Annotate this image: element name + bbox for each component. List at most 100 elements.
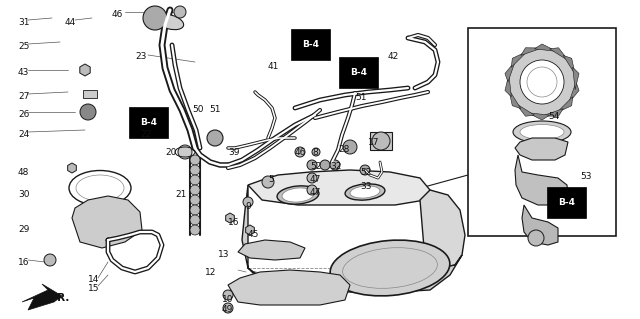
Bar bbox=[370, 132, 392, 150]
Text: 16: 16 bbox=[228, 218, 239, 227]
Text: 33: 33 bbox=[360, 182, 371, 191]
Circle shape bbox=[262, 176, 274, 188]
Polygon shape bbox=[72, 196, 142, 248]
Ellipse shape bbox=[330, 240, 450, 296]
Ellipse shape bbox=[277, 186, 319, 204]
Polygon shape bbox=[563, 56, 575, 74]
Polygon shape bbox=[534, 44, 557, 51]
Text: 5: 5 bbox=[268, 175, 274, 184]
Text: 46: 46 bbox=[295, 148, 307, 157]
Polygon shape bbox=[248, 170, 430, 205]
Circle shape bbox=[312, 148, 320, 156]
Circle shape bbox=[190, 225, 200, 235]
Polygon shape bbox=[515, 103, 534, 116]
Circle shape bbox=[330, 160, 340, 170]
Polygon shape bbox=[527, 113, 550, 120]
Circle shape bbox=[143, 6, 167, 30]
Polygon shape bbox=[550, 48, 568, 61]
Text: 29: 29 bbox=[18, 225, 29, 234]
Text: 26: 26 bbox=[18, 110, 29, 119]
Text: B-4: B-4 bbox=[350, 68, 367, 77]
Bar bbox=[83, 90, 97, 98]
Text: 51: 51 bbox=[209, 105, 221, 114]
Text: 15: 15 bbox=[88, 284, 99, 293]
Text: 32: 32 bbox=[330, 162, 341, 171]
Circle shape bbox=[372, 132, 390, 150]
Circle shape bbox=[307, 185, 317, 195]
Polygon shape bbox=[522, 205, 558, 245]
Circle shape bbox=[320, 160, 330, 170]
Circle shape bbox=[223, 303, 233, 313]
Circle shape bbox=[190, 175, 200, 185]
Polygon shape bbox=[228, 270, 350, 305]
Ellipse shape bbox=[156, 14, 184, 30]
Text: 50: 50 bbox=[192, 105, 204, 114]
Text: FR.: FR. bbox=[50, 293, 69, 303]
Text: 51: 51 bbox=[355, 93, 367, 102]
Polygon shape bbox=[80, 64, 90, 76]
Polygon shape bbox=[505, 61, 515, 82]
Circle shape bbox=[190, 155, 200, 165]
Ellipse shape bbox=[350, 186, 380, 198]
Text: 31: 31 bbox=[18, 18, 29, 27]
Circle shape bbox=[343, 140, 357, 154]
Text: 22: 22 bbox=[140, 130, 151, 139]
Polygon shape bbox=[509, 90, 521, 108]
Text: 41: 41 bbox=[268, 62, 280, 71]
Text: 13: 13 bbox=[218, 250, 230, 259]
Text: 47: 47 bbox=[310, 188, 321, 197]
Text: 46: 46 bbox=[112, 10, 124, 19]
Circle shape bbox=[190, 185, 200, 195]
Polygon shape bbox=[557, 97, 573, 113]
Text: 25: 25 bbox=[18, 42, 29, 51]
Polygon shape bbox=[521, 48, 542, 56]
Circle shape bbox=[190, 165, 200, 175]
Text: 17: 17 bbox=[368, 138, 380, 147]
Ellipse shape bbox=[282, 188, 314, 202]
Text: 53: 53 bbox=[580, 172, 591, 181]
Text: 14: 14 bbox=[88, 275, 99, 284]
Polygon shape bbox=[515, 155, 568, 205]
Circle shape bbox=[174, 6, 186, 18]
Circle shape bbox=[520, 60, 564, 104]
Circle shape bbox=[178, 145, 192, 159]
Circle shape bbox=[508, 48, 576, 116]
Polygon shape bbox=[505, 74, 511, 97]
Circle shape bbox=[527, 67, 557, 97]
Polygon shape bbox=[568, 82, 579, 103]
Polygon shape bbox=[511, 51, 527, 67]
Text: B-4: B-4 bbox=[140, 118, 157, 127]
Circle shape bbox=[307, 173, 317, 183]
Text: 28: 28 bbox=[338, 145, 349, 154]
Circle shape bbox=[190, 205, 200, 215]
Text: 44: 44 bbox=[65, 18, 76, 27]
Circle shape bbox=[360, 165, 370, 175]
Polygon shape bbox=[542, 108, 563, 116]
Polygon shape bbox=[226, 213, 234, 223]
Text: 9: 9 bbox=[245, 202, 251, 211]
Circle shape bbox=[190, 215, 200, 225]
Text: 42: 42 bbox=[388, 52, 399, 61]
Text: 12: 12 bbox=[205, 268, 216, 277]
Text: 52: 52 bbox=[310, 162, 321, 171]
Circle shape bbox=[243, 197, 253, 207]
Text: 8: 8 bbox=[312, 148, 317, 157]
Circle shape bbox=[307, 160, 317, 170]
Text: B-4: B-4 bbox=[302, 40, 319, 49]
Circle shape bbox=[223, 290, 233, 300]
Text: 27: 27 bbox=[18, 92, 29, 101]
Text: 16: 16 bbox=[18, 258, 29, 267]
Ellipse shape bbox=[520, 124, 564, 139]
Text: 23: 23 bbox=[135, 52, 147, 61]
Polygon shape bbox=[22, 284, 62, 310]
Text: 20: 20 bbox=[165, 148, 177, 157]
Text: 49: 49 bbox=[222, 305, 234, 314]
Polygon shape bbox=[246, 225, 254, 235]
Text: 24: 24 bbox=[18, 130, 29, 139]
Polygon shape bbox=[420, 190, 465, 268]
Text: 10: 10 bbox=[222, 295, 234, 304]
Ellipse shape bbox=[513, 121, 571, 143]
Text: 47: 47 bbox=[310, 175, 321, 184]
Bar bbox=[468, 28, 616, 236]
Text: 43: 43 bbox=[18, 68, 29, 77]
